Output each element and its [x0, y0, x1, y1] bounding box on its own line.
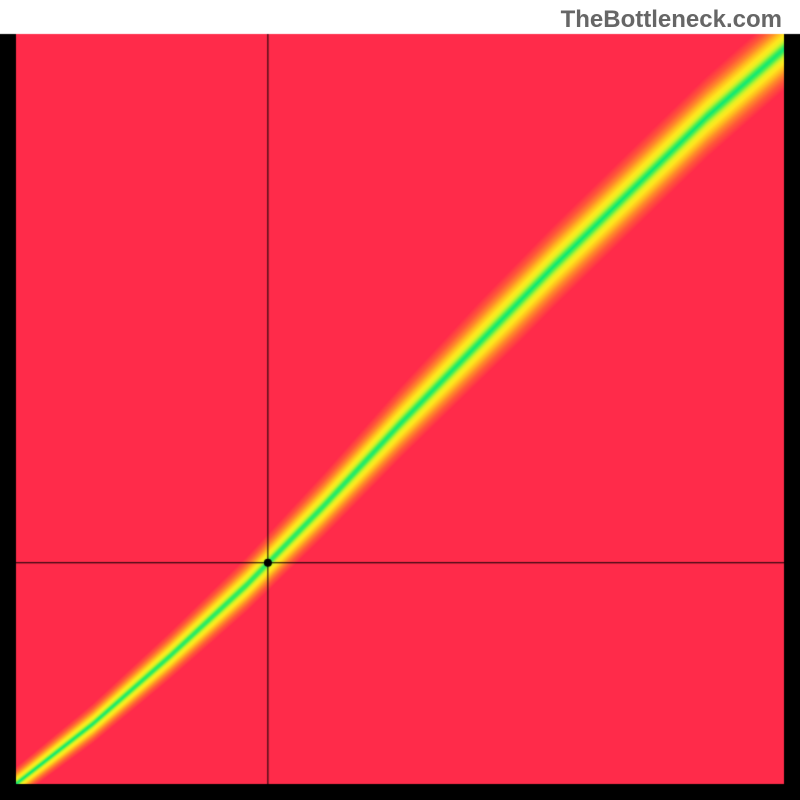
heatmap-canvas [0, 0, 800, 800]
watermark-text: TheBottleneck.com [561, 6, 782, 34]
chart-container: TheBottleneck.com [0, 0, 800, 800]
